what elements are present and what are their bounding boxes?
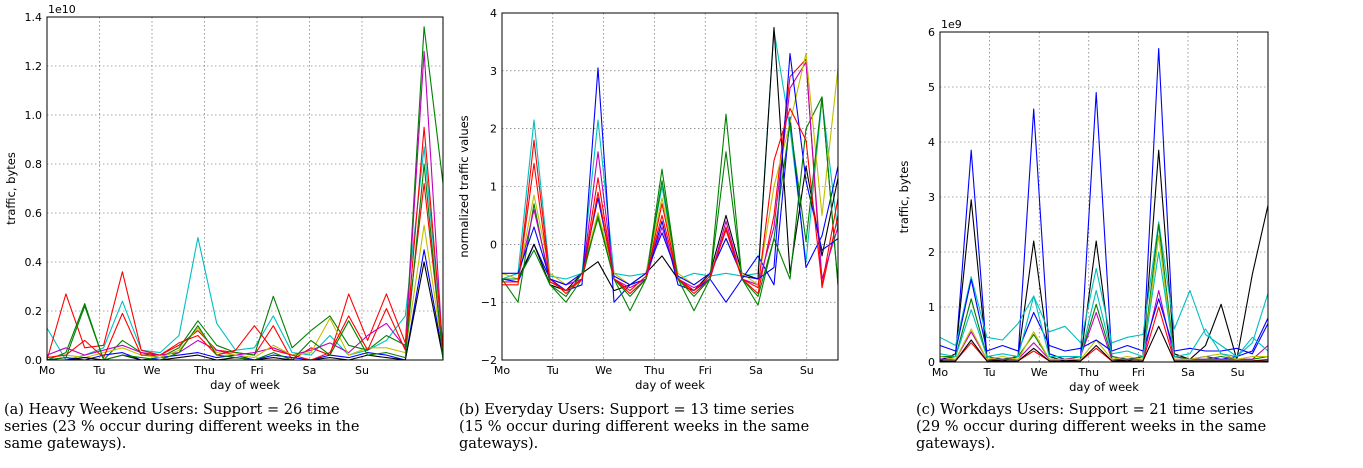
y-tick-label: 1.0 — [25, 109, 43, 122]
series-line-8 — [46, 126, 444, 361]
y-tick-label: 5 — [928, 81, 935, 94]
series-line-6 — [46, 224, 444, 359]
chart-panel-b: −2 −1 0 1 2 3 4 Mo Tu We Thu Fri Sa Su day of week norm… — [455, 0, 905, 468]
x-tick-label: Sa — [749, 364, 763, 377]
series-line-5 — [940, 289, 1269, 360]
y-tick-label: 0 — [928, 356, 935, 369]
y-tick-label: 6 — [928, 26, 935, 39]
y-tick-label: 2 — [928, 246, 935, 259]
y-tick-label: 0 — [490, 238, 497, 251]
x-tick-label: Thu — [1077, 366, 1099, 379]
series-line-10 — [502, 107, 839, 292]
x-tick-label: Tu — [546, 364, 559, 377]
chart-workdays-users: 0 1 2 3 4 5 6 Mo Tu We Thu Fri Sa Su day of week traffi… — [897, 18, 1269, 394]
caption-a: (a) Heavy Weekend Users: Support = 26 ti… — [4, 402, 444, 453]
series-line-2 — [939, 149, 1269, 362]
series-line-4 — [46, 50, 444, 356]
y-tick-label: 0.2 — [25, 305, 43, 318]
y-tick-label: 3 — [928, 191, 935, 204]
caption-a-line-3: same gateways). — [4, 436, 127, 452]
y-axis-label: normalized traffic values — [457, 115, 471, 257]
y-tick-label: 1.2 — [25, 60, 43, 73]
y-tick-label: 0.0 — [25, 354, 43, 367]
x-tick-label: Sa — [1181, 366, 1195, 379]
x-tick-label: Thu — [643, 364, 665, 377]
caption-b: (b) Everyday Users: Support = 13 time se… — [459, 402, 899, 453]
x-tick-label: Sa — [303, 364, 317, 377]
caption-c-line-3: gateways). — [916, 436, 996, 452]
x-axis-label: day of week — [210, 378, 280, 392]
y-tick-label: 1 — [490, 181, 497, 194]
y-tick-label: 3 — [490, 65, 497, 78]
series-line-9 — [939, 251, 1269, 358]
y-axis-label: traffic, bytes — [4, 152, 18, 225]
x-tick-label: Mo — [494, 364, 510, 377]
series-line-9 — [502, 96, 839, 297]
x-tick-label: Su — [800, 364, 814, 377]
series-line-3 — [939, 221, 1269, 358]
x-tick-label: Tu — [92, 364, 105, 377]
x-tick-label: We — [595, 364, 612, 377]
x-tick-label: We — [1031, 366, 1048, 379]
series-line-4 — [940, 223, 1269, 360]
plot-frame — [939, 31, 1269, 363]
x-tick-label: Mo — [39, 364, 55, 377]
chart-heavy-weekend-users: 0.0 0.2 0.4 0.6 0.8 1.0 1.2 1.4 Mo Tu We Thu Fri Sa Su… — [4, 3, 444, 392]
series-line-6 — [939, 234, 1268, 360]
y-tick-label: 0.4 — [25, 256, 43, 269]
x-tick-label: We — [144, 364, 161, 377]
series-line-10 — [940, 325, 1268, 362]
x-tick-label: Fri — [699, 364, 712, 377]
y-tick-label: 4 — [490, 7, 497, 20]
x-axis-label: day of week — [635, 378, 705, 392]
x-axis-label: day of week — [1069, 380, 1139, 394]
y-axis-label: traffic, bytes — [897, 161, 911, 234]
series-line-1 — [939, 47, 1269, 360]
caption-c-line-1: (c) Workdays Users: Support = 21 time se… — [916, 402, 1254, 418]
chart-panel-a: 0.0 0.2 0.4 0.6 0.8 1.0 1.2 1.4 Mo Tu We Thu Fri Sa Su… — [0, 0, 450, 468]
y-axis-exponent: 1e9 — [941, 18, 962, 31]
series-line-9 — [46, 163, 444, 361]
series-line-5 — [502, 58, 839, 295]
x-tick-label: Tu — [983, 366, 996, 379]
y-tick-label: 2 — [490, 123, 497, 136]
y-tick-label: −2 — [481, 354, 497, 367]
x-tick-label: Su — [355, 364, 369, 377]
caption-b-line-1: (b) Everyday Users: Support = 13 time se… — [459, 402, 795, 418]
x-tick-label: Fri — [1132, 366, 1145, 379]
series-line-5 — [46, 249, 444, 361]
caption-c-line-2: (29 % occur during different weeks in th… — [916, 419, 1267, 435]
series-line-1 — [46, 146, 444, 361]
y-tick-label: −1 — [481, 296, 497, 309]
series-line-2 — [46, 183, 444, 361]
caption-a-line-2: series (23 % occur during different week… — [4, 419, 360, 435]
caption-b-line-2: (15 % occur during different weeks in th… — [459, 419, 810, 435]
y-tick-label: 0.8 — [25, 158, 43, 171]
x-tick-label: Thu — [193, 364, 215, 377]
caption-c: (c) Workdays Users: Support = 21 time se… — [916, 402, 1356, 453]
y-tick-label: 4 — [928, 136, 935, 149]
y-axis-exponent: 1e10 — [48, 3, 76, 16]
x-tick-label: Mo — [932, 366, 948, 379]
chart-everyday-users: −2 −1 0 1 2 3 4 Mo Tu We Thu Fri Sa Su day of week norm… — [457, 7, 839, 392]
plot-frame — [46, 16, 444, 361]
y-tick-label: 1.4 — [25, 11, 43, 24]
series-line-8 — [939, 278, 1269, 355]
series-line-8 — [502, 52, 839, 286]
series-line-4 — [501, 96, 839, 312]
plot-frame — [501, 12, 839, 361]
series-line-3 — [46, 26, 444, 361]
caption-a-line-1: (a) Heavy Weekend Users: Support = 26 ti… — [4, 402, 340, 418]
caption-b-line-3: gateways). — [459, 436, 539, 452]
x-tick-label: Fri — [250, 364, 263, 377]
y-tick-label: 0.6 — [25, 207, 43, 220]
y-tick-label: 1 — [928, 301, 935, 314]
x-tick-label: Su — [1231, 366, 1245, 379]
chart-panel-c: 0 1 2 3 4 5 6 Mo Tu We Thu Fri Sa Su day of week traffi… — [897, 0, 1363, 468]
